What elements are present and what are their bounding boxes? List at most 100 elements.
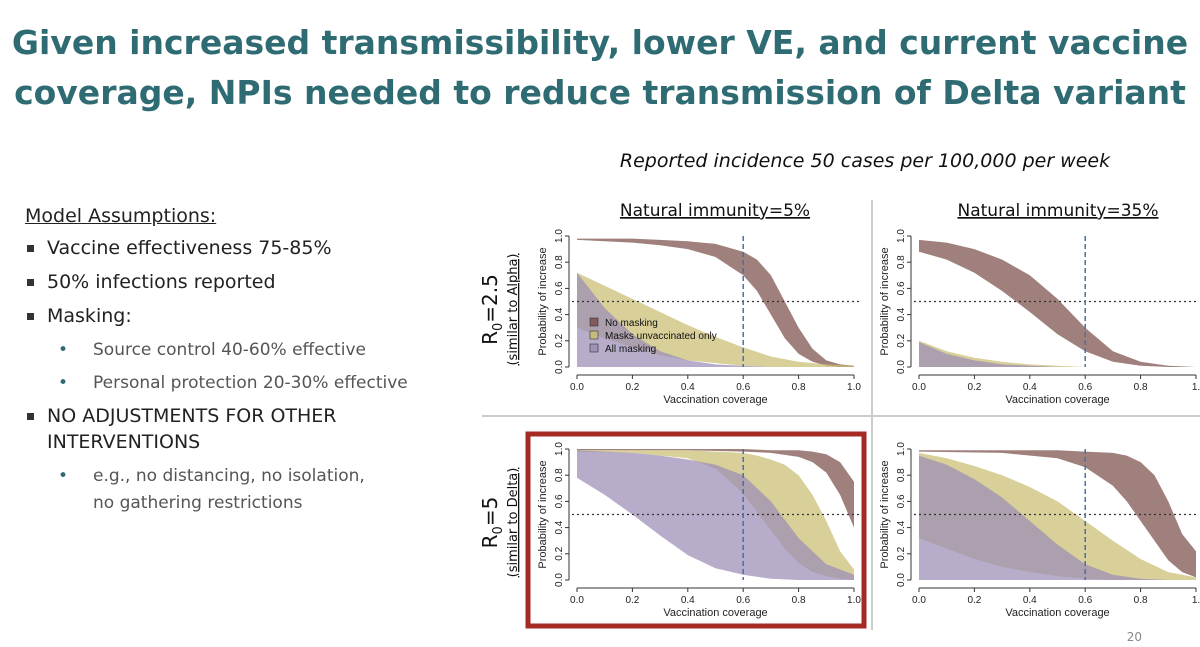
assumption-reported: 50% infections reported <box>25 269 475 295</box>
y-tick-label: 0.8 <box>896 255 907 269</box>
x-tick-label: 1. <box>1192 382 1200 393</box>
band-all-masking <box>919 342 1196 367</box>
y-axis-label: Probability of increase <box>879 247 891 355</box>
y-tick-label: 0.2 <box>554 333 565 347</box>
x-axis-label: Vaccination coverage <box>1005 607 1109 619</box>
y-tick-label: 0.4 <box>896 307 907 321</box>
x-tick-label: 1.0 <box>847 595 861 606</box>
x-tick-label: 0.2 <box>967 382 981 393</box>
assumption-examples: e.g., no distancing, no isolation, no ga… <box>25 463 475 517</box>
y-axis-label: Probability of increase <box>537 247 549 355</box>
x-tick-label: 0.2 <box>625 595 639 606</box>
x-tick-label: 0.4 <box>1023 595 1037 606</box>
assumption-vaccine: Vaccine effectiveness 75-85% <box>25 235 475 261</box>
row-label: R0=2.5 <box>478 274 506 345</box>
page-number: 20 <box>1126 630 1142 644</box>
chart-panel-bottom-left: 0.0 0.2 0.4 0.6 0.8 1.0 0.0 0.2 0.4 0.6 0.8 1.0 Vacc… <box>478 431 867 629</box>
y-axis-label: Probability of increase <box>879 460 891 568</box>
y-tick-label: 0.0 <box>554 360 565 374</box>
x-tick-label: 0.2 <box>967 595 981 606</box>
x-axis-label: Vaccination coverage <box>1005 394 1109 406</box>
band-all-masking <box>577 272 854 367</box>
x-tick-label: 1.0 <box>847 382 861 393</box>
chart-panel-top-right: 0.0 0.2 0.4 0.6 0.8 1. 0.0 0.2 0.4 0.6 0.8 1.0 Vacci… <box>879 201 1200 406</box>
x-axis-label: Vaccination coverage <box>663 394 767 406</box>
y-tick-label: 0.0 <box>896 360 907 374</box>
x-tick-label: 0.0 <box>570 382 584 393</box>
band-no-masking <box>577 238 854 367</box>
x-tick-label: 0.6 <box>736 595 750 606</box>
x-tick-label: 0.0 <box>570 595 584 606</box>
y-tick-label: 1.0 <box>554 442 565 456</box>
y-tick-label: 0.2 <box>896 546 907 560</box>
y-tick-label: 0.0 <box>896 573 907 587</box>
x-tick-label: 0.8 <box>1134 382 1148 393</box>
assumption-examples-line2: no gathering restrictions <box>93 493 303 513</box>
x-tick-label: 0.4 <box>681 382 695 393</box>
y-tick-label: 0.4 <box>896 520 907 534</box>
y-tick-label: 0.4 <box>554 307 565 321</box>
chart-panel-top-left: 0.0 0.2 0.4 0.6 0.8 1.0 0.0 0.2 0.4 0.6 0.8 1.0 Vacc… <box>478 201 862 406</box>
legend-label: All masking <box>605 344 656 355</box>
y-tick-label: 1.0 <box>896 229 907 243</box>
slide-title: Given increased transmissibility, lower … <box>11 23 1189 112</box>
x-tick-label: 0.6 <box>1078 382 1092 393</box>
y-tick-label: 0.6 <box>896 494 907 508</box>
plot-area <box>911 236 1198 367</box>
plot-area <box>569 236 862 367</box>
y-tick-label: 1.0 <box>896 442 907 456</box>
row-sublabel: (similar to Alpha) <box>506 253 521 365</box>
column-title: Natural immunity=35% <box>958 201 1159 221</box>
y-tick-label: 0.8 <box>554 468 565 482</box>
band-masks-unvaccinated-only <box>919 340 1196 367</box>
x-tick-label: 1. <box>1192 595 1200 606</box>
plot-area <box>911 449 1198 580</box>
legend-label: No masking <box>605 318 658 329</box>
x-tick-label: 0.8 <box>792 595 806 606</box>
assumption-no-adjustments: NO ADJUSTMENTS FOR OTHER INTERVENTIONS <box>25 403 475 455</box>
band-all-masking <box>919 455 1196 580</box>
legend-swatch <box>589 317 599 327</box>
highlight-box <box>525 431 867 629</box>
assumptions-heading: Model Assumptions: <box>25 205 217 227</box>
x-tick-label: 0.2 <box>625 382 639 393</box>
band-no-masking <box>919 239 1196 367</box>
x-tick-label: 0.8 <box>792 382 806 393</box>
band-no-masking <box>577 449 854 528</box>
x-tick-label: 0.6 <box>1078 595 1092 606</box>
y-tick-label: 0.8 <box>554 255 565 269</box>
column-title: Natural immunity=5% <box>620 201 810 221</box>
y-tick-label: 0.2 <box>896 333 907 347</box>
y-tick-label: 0.4 <box>554 520 565 534</box>
chart-panel-bottom-right: 0.0 0.2 0.4 0.6 0.8 1. 0.0 0.2 0.4 0.6 0.8 1.0 Vacci… <box>879 442 1200 619</box>
y-tick-label: 0.6 <box>554 281 565 295</box>
x-tick-label: 0.6 <box>736 382 750 393</box>
x-tick-label: 0.0 <box>912 382 926 393</box>
chart-legend: No masking Masks unvaccinated only All mas… <box>589 317 717 355</box>
legend-label: Masks unvaccinated only <box>605 331 717 342</box>
x-tick-label: 0.0 <box>912 595 926 606</box>
plot-area <box>569 449 862 580</box>
model-assumptions: Model Assumptions: Vaccine effectiveness… <box>25 205 475 523</box>
band-no-masking <box>919 450 1196 578</box>
assumption-examples-line1: e.g., no distancing, no isolation, <box>93 466 365 486</box>
band-all-masking <box>577 450 854 580</box>
chart-subtitle: Reported incidence 50 cases per 100,000 … <box>619 150 1111 172</box>
row-sublabel: (similar to Delta) <box>506 468 521 578</box>
y-tick-label: 0.8 <box>896 468 907 482</box>
x-tick-label: 0.4 <box>681 595 695 606</box>
x-tick-label: 0.8 <box>1134 595 1148 606</box>
y-tick-label: 0.6 <box>896 281 907 295</box>
y-tick-label: 0.2 <box>554 546 565 560</box>
y-tick-label: 0.0 <box>554 573 565 587</box>
legend-swatch <box>589 330 599 340</box>
row-label: R0=5 <box>478 497 506 549</box>
assumption-masking: Masking: <box>25 303 475 329</box>
x-tick-label: 0.4 <box>1023 382 1037 393</box>
x-axis-label: Vaccination coverage <box>663 607 767 619</box>
assumption-source-control: Source control 40-60% effective <box>25 337 475 364</box>
y-axis-label: Probability of increase <box>537 460 549 568</box>
assumption-personal-protection: Personal protection 20-30% effective <box>25 370 475 397</box>
y-tick-label: 1.0 <box>554 229 565 243</box>
